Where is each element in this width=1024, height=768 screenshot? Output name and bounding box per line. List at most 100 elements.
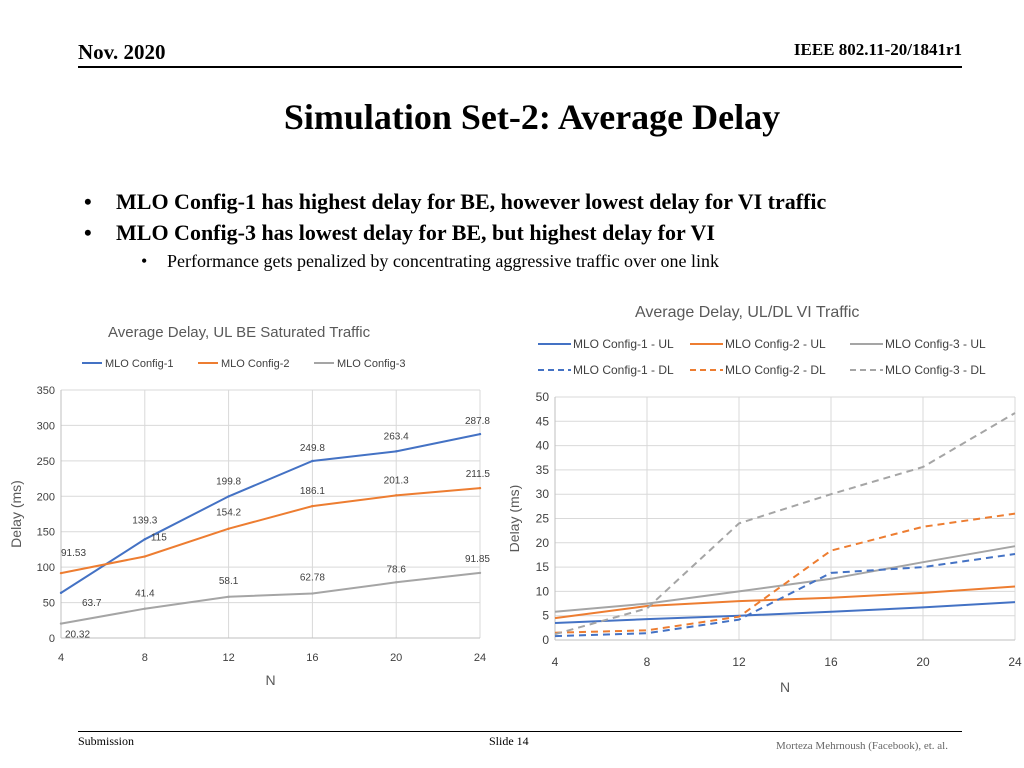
vi-y-tick-label: 45 bbox=[536, 414, 550, 428]
slide-title: Simulation Set-2: Average Delay bbox=[283, 97, 781, 137]
vi-series-line bbox=[554, 412, 1016, 636]
be-x-tick-label: 16 bbox=[306, 652, 318, 664]
be-data-label: 154.2 bbox=[216, 508, 241, 519]
vi-y-tick-label: 40 bbox=[536, 439, 550, 453]
bullet-dot-icon: • bbox=[141, 251, 148, 271]
vi-x-tick-label: 16 bbox=[824, 655, 838, 669]
vi-series-line bbox=[554, 585, 1016, 620]
be-series-line bbox=[60, 487, 481, 575]
be-series-line bbox=[60, 571, 481, 625]
footer-submission: Submission bbox=[78, 734, 135, 748]
vi-y-tick-label: 20 bbox=[536, 536, 550, 550]
be-data-point bbox=[395, 494, 398, 497]
vi-delay-chart: Average Delay, UL/DL VI Traffic 0 5 10 15 20 2… bbox=[510, 304, 1022, 695]
be-data-point bbox=[143, 607, 146, 610]
be-data-label: 287.8 bbox=[465, 416, 490, 427]
vi-legend-label: MLO Config-2 - DL bbox=[725, 363, 826, 377]
vi-y-tick-label: 5 bbox=[542, 609, 549, 623]
vi-y-tick-label: 0 bbox=[542, 633, 549, 647]
vi-series-line bbox=[554, 545, 1016, 613]
be-y-tick-label: 300 bbox=[37, 420, 55, 432]
be-y-tick-label: 250 bbox=[37, 456, 55, 468]
be-data-point bbox=[311, 459, 314, 463]
be-data-label: 186.1 bbox=[300, 486, 325, 497]
be-y-axis-label: Delay (ms) bbox=[8, 480, 24, 548]
be-x-tick-label: 24 bbox=[474, 652, 486, 664]
be-data-point bbox=[143, 555, 146, 558]
be-data-label: 211.5 bbox=[466, 469, 491, 480]
bullet-text: MLO Config-1 has highest delay for BE, h… bbox=[116, 189, 827, 214]
be-data-label: 91.85 bbox=[465, 554, 490, 565]
vi-x-tick-label: 20 bbox=[916, 655, 930, 669]
header-doc-id: IEEE 802.11-20/1841r1 bbox=[793, 40, 962, 59]
be-y-tick-label: 350 bbox=[37, 385, 55, 397]
be-data-point bbox=[227, 527, 230, 530]
vi-x-tick-label: 12 bbox=[732, 655, 746, 669]
be-data-point bbox=[227, 595, 230, 599]
be-data-point bbox=[143, 538, 146, 541]
be-data-point bbox=[311, 592, 314, 595]
be-data-label: 20.32 bbox=[65, 630, 90, 641]
sub-bullet-item: • Performance gets penalized by concentr… bbox=[84, 248, 984, 275]
footer-slide-number: Slide 14 bbox=[489, 734, 529, 748]
footer-author: Morteza Mehrnoush (Facebook), et. al. bbox=[776, 740, 948, 752]
be-data-point bbox=[478, 486, 482, 490]
vi-series-line bbox=[554, 512, 1016, 634]
vi-y-tick-label: 25 bbox=[536, 512, 550, 526]
vi-chart-title: Average Delay, UL/DL VI Traffic bbox=[635, 304, 859, 321]
be-data-point bbox=[59, 571, 63, 575]
be-data-label: 199.8 bbox=[216, 476, 241, 487]
bullet-item: • MLO Config-3 has lowest delay for BE, … bbox=[84, 217, 984, 248]
be-x-tick-label: 12 bbox=[222, 652, 234, 664]
be-data-label: 58.1 bbox=[219, 576, 239, 587]
be-x-tick-label: 4 bbox=[58, 652, 64, 664]
vi-y-tick-label: 10 bbox=[536, 584, 550, 598]
vi-legend-label: MLO Config-3 - UL bbox=[885, 337, 986, 351]
be-x-axis-label: N bbox=[265, 672, 275, 688]
vi-x-axis-label: N bbox=[780, 679, 790, 695]
be-y-tick-label: 50 bbox=[43, 598, 55, 610]
vi-legend-label: MLO Config-2 - UL bbox=[725, 337, 826, 351]
footer-divider bbox=[78, 731, 962, 732]
bullet-text: MLO Config-3 has lowest delay for BE, bu… bbox=[116, 220, 715, 245]
be-delay-chart: Average Delay, UL BE Saturated Traffic 0 5… bbox=[8, 324, 491, 688]
vi-legend-label: MLO Config-3 - DL bbox=[885, 363, 986, 377]
vi-x-tick-label: 4 bbox=[552, 655, 559, 669]
vi-legend-label: MLO Config-1 - DL bbox=[573, 363, 674, 377]
vi-y-axis-label: Delay (ms) bbox=[510, 485, 522, 553]
be-data-point bbox=[478, 432, 482, 436]
be-y-tick-label: 0 bbox=[49, 633, 55, 645]
header-divider bbox=[78, 66, 962, 68]
header-date: Nov. 2020 bbox=[78, 40, 166, 64]
be-data-label: 249.8 bbox=[300, 443, 325, 454]
vi-y-tick-label: 35 bbox=[536, 463, 550, 477]
vi-series-line bbox=[554, 553, 1016, 638]
be-data-point bbox=[227, 495, 230, 498]
be-data-label: 63.7 bbox=[82, 598, 102, 609]
be-data-label: 263.4 bbox=[384, 431, 409, 442]
be-legend-label: MLO Config-3 bbox=[337, 358, 405, 370]
be-data-point bbox=[395, 581, 398, 584]
vi-y-tick-label: 50 bbox=[536, 390, 550, 404]
be-y-tick-label: 150 bbox=[37, 527, 55, 539]
vi-x-tick-label: 24 bbox=[1008, 655, 1022, 669]
be-data-label: 91.53 bbox=[61, 548, 86, 559]
be-data-point bbox=[478, 571, 482, 575]
be-y-tick-label: 200 bbox=[37, 491, 55, 503]
be-data-point bbox=[59, 591, 63, 595]
be-legend-label: MLO Config-1 bbox=[105, 358, 173, 370]
be-data-point bbox=[395, 450, 398, 453]
be-data-label: 139.3 bbox=[132, 515, 157, 526]
be-data-point bbox=[311, 504, 314, 508]
vi-legend-label: MLO Config-1 - UL bbox=[573, 337, 674, 351]
vi-y-tick-label: 30 bbox=[536, 487, 550, 501]
be-data-label: 201.3 bbox=[384, 475, 409, 486]
vi-y-tick-label: 15 bbox=[536, 560, 550, 574]
vi-x-tick-label: 8 bbox=[644, 655, 651, 669]
sub-bullet-text: Performance gets penalized by concentrat… bbox=[167, 251, 719, 271]
be-data-label: 78.6 bbox=[386, 564, 406, 575]
be-x-tick-label: 8 bbox=[142, 652, 148, 664]
bullet-item: • MLO Config-1 has highest delay for BE,… bbox=[84, 186, 984, 217]
be-x-tick-label: 20 bbox=[390, 652, 402, 664]
bullet-dot-icon: • bbox=[84, 220, 92, 245]
